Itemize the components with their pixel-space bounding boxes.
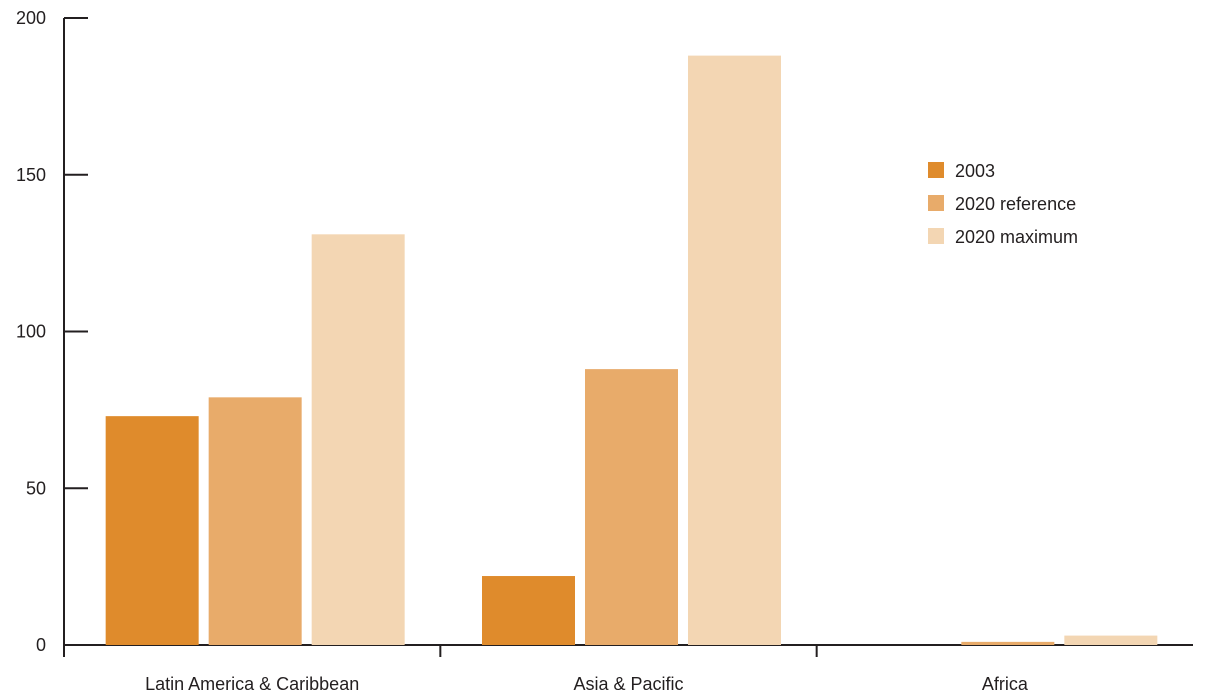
bar-latin-america-caribbean-2003: [105, 416, 199, 645]
legend-swatch: [928, 195, 944, 211]
y-tick-label: 50: [26, 478, 46, 498]
legend-label: 2003: [955, 161, 995, 181]
x-category-label: Latin America & Caribbean: [145, 674, 359, 694]
bars: [105, 55, 1158, 646]
bar-latin-america-caribbean-2020-maximum: [311, 234, 405, 645]
legend-label: 2020 reference: [955, 194, 1076, 214]
x-axis-ticks: [439, 645, 818, 657]
y-axis-ticks: 0 50 100 150 200: [16, 8, 88, 655]
y-tick-label: 0: [36, 635, 46, 655]
x-category-label: Asia & Pacific: [573, 674, 683, 694]
legend: 2003 2020 reference 2020 maximum: [928, 161, 1078, 247]
x-category-label: Africa: [982, 674, 1029, 694]
legend-swatch: [928, 228, 944, 244]
legend-label: 2020 maximum: [955, 227, 1078, 247]
bar-latin-america-caribbean-2020-reference: [208, 397, 302, 645]
y-tick-label: 150: [16, 165, 46, 185]
bar-asia-pacific-2020-maximum: [688, 55, 781, 646]
y-tick-label: 100: [16, 322, 46, 342]
bar-asia-pacific-2003: [482, 576, 575, 645]
y-tick-label: 200: [16, 8, 46, 28]
bar-asia-pacific-2020-reference: [585, 369, 678, 645]
category-labels: Latin America & Caribbean Asia & Pacific A…: [145, 674, 1029, 694]
legend-swatch: [928, 162, 944, 178]
bar-africa-2020-reference: [961, 641, 1055, 645]
bar-africa-2020-maximum: [1064, 635, 1158, 645]
